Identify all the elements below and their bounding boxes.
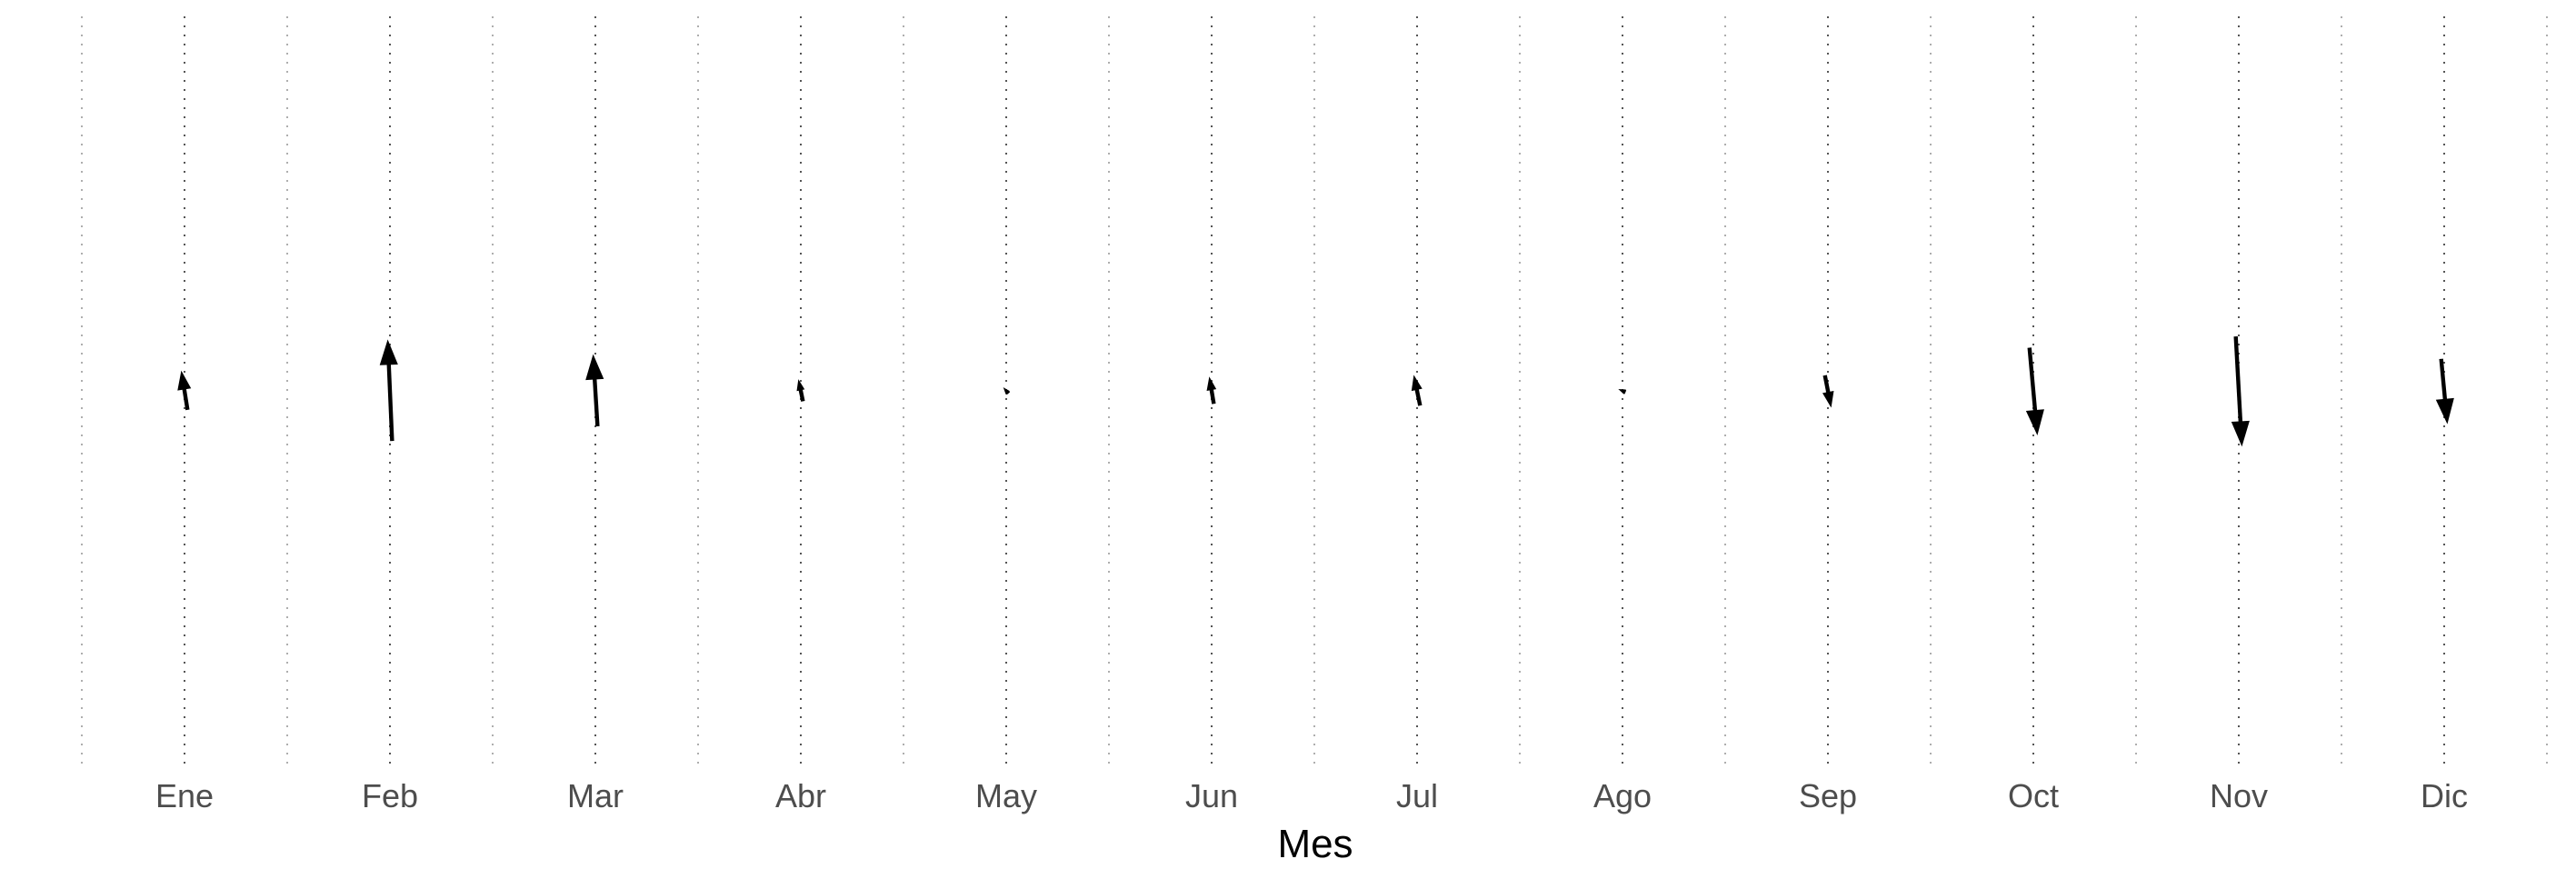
arrow-head: [796, 379, 805, 392]
arrow-shaft: [182, 387, 190, 411]
vector-arrow-jun: [1206, 376, 1217, 405]
vector-arrow-abr: [796, 379, 805, 402]
arrow-shaft: [2439, 358, 2448, 401]
arrow-head: [2025, 409, 2044, 435]
vector-arrow-ago: [1618, 388, 1627, 395]
arrow-shaft: [798, 388, 805, 402]
x-tick-label-jul: Jul: [1396, 777, 1438, 814]
grid-layer: [81, 16, 2548, 765]
x-tick-label-ene: Ene: [155, 777, 214, 814]
arrow-shaft: [1822, 375, 1831, 395]
arrow-shaft: [1209, 388, 1216, 405]
vector-arrow-may: [1003, 387, 1011, 395]
x-tick-label-nov: Nov: [2210, 777, 2268, 814]
arrow-head: [1206, 376, 1217, 391]
vector-arrow-nov: [2231, 336, 2250, 447]
arrow-head: [1411, 375, 1423, 392]
vector-arrow-ene: [177, 370, 192, 411]
x-tick-label-abr: Abr: [775, 777, 826, 814]
x-axis-title: Mes: [1277, 822, 1353, 866]
vector-arrows: [177, 336, 2454, 447]
vector-arrow-sep: [1822, 375, 1834, 408]
arrow-head: [2435, 397, 2454, 425]
arrow-head: [1618, 388, 1626, 395]
vector-arrow-feb: [379, 339, 398, 442]
arrow-shaft: [386, 363, 394, 442]
vector-arrow-oct: [2025, 347, 2044, 435]
x-tick-label-ago: Ago: [1593, 777, 1652, 814]
vector-arrow-dic: [2435, 358, 2454, 425]
x-tick-label-mar: Mar: [567, 777, 624, 814]
x-tick-label-may: May: [975, 777, 1037, 814]
arrow-head: [585, 354, 604, 381]
vector-arrow-jul: [1411, 375, 1423, 406]
x-tick-label-sep: Sep: [1799, 777, 1857, 814]
arrow-shaft: [592, 377, 600, 427]
arrow-shaft: [2233, 336, 2243, 424]
vector-arrow-mar: [585, 354, 604, 427]
arrow-shaft: [2027, 347, 2038, 412]
arrow-head: [177, 370, 192, 391]
x-tick-label-feb: Feb: [362, 777, 418, 814]
arrow-shaft: [1414, 387, 1423, 406]
arrow-head: [379, 339, 398, 365]
arrow-head: [2231, 420, 2250, 447]
x-tick-label-oct: Oct: [2008, 777, 2059, 814]
x-tick-label-jun: Jun: [1185, 777, 1238, 814]
x-tick-label-dic: Dic: [2421, 777, 2468, 814]
x-axis-tick-labels: Ene Feb Mar Abr May Jun Jul Ago Sep Oct Nov Dic: [155, 777, 2468, 814]
arrow-head: [1822, 391, 1834, 408]
arrow-head: [1003, 387, 1010, 395]
